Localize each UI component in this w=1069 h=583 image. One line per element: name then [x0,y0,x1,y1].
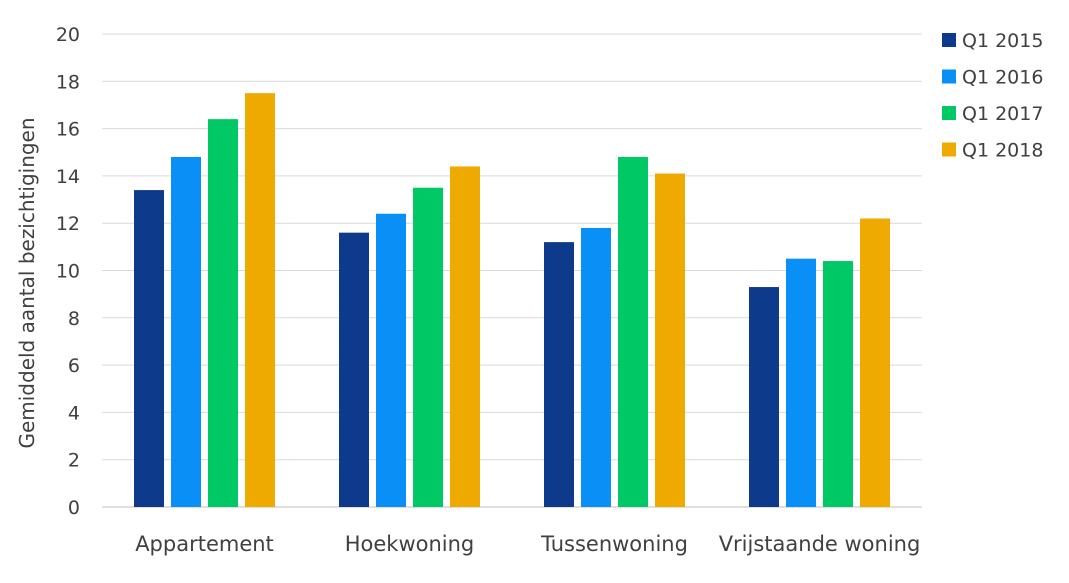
y-tick-label: 20 [56,24,80,46]
bar [376,213,406,508]
legend-label: Q1 2015 [962,30,1043,52]
legend-swatch [942,142,956,157]
bar [618,156,648,508]
legend-swatch [942,106,956,120]
bar [171,156,201,508]
bar [134,190,164,507]
bar [245,93,275,507]
bar [208,119,238,507]
bar [786,258,816,507]
bar [339,232,369,507]
x-category-label: Hoekwoning [345,532,475,556]
bar [655,173,685,507]
x-category-label: Tussenwoning [540,532,688,556]
bar [749,287,779,507]
bar [860,218,890,507]
x-axis-categories: Appartement Hoekwoning Tussenwoning Vrijsta… [135,532,920,556]
legend: Q1 2015 Q1 2016 Q1 2017 Q1 2018 [942,30,1043,162]
y-tick-label: 0 [68,497,80,519]
y-tick-label: 16 [56,119,80,141]
y-tick-label: 12 [56,213,80,235]
gridlines [102,33,922,508]
legend-swatch [942,33,956,47]
bar [413,187,443,507]
y-tick-label: 18 [56,71,80,93]
y-axis-ticks: 0 2 4 6 8 10 12 14 16 18 20 [56,24,80,519]
y-tick-label: 6 [68,355,80,377]
legend-label: Q1 2016 [962,67,1043,89]
bar [544,242,574,507]
bar [581,227,611,507]
y-tick-label: 14 [56,166,80,188]
legend-label: Q1 2017 [962,103,1043,125]
legend-label: Q1 2018 [962,140,1043,162]
bar [823,261,853,507]
y-axis-title: Gemiddeld aantal bezichtigingen [15,117,39,448]
bar [450,166,480,507]
y-tick-label: 10 [56,261,80,283]
y-tick-label: 2 [68,450,80,472]
x-category-label: Vrijstaande woning [719,532,921,556]
legend-swatch [942,69,956,84]
x-category-label: Appartement [135,532,274,556]
bars [134,93,890,508]
y-tick-label: 4 [68,402,80,424]
y-tick-label: 8 [68,308,80,330]
